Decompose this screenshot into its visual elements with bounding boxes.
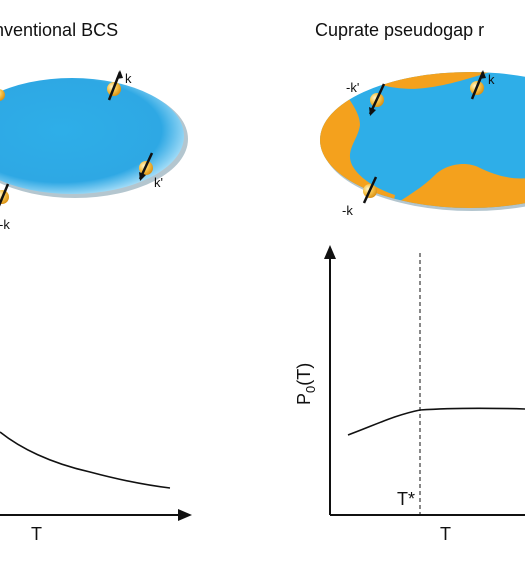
right-electron-minus-k-prime [368, 83, 386, 116]
left-label-k-prime: k' [154, 175, 163, 190]
left-electron-k [107, 70, 123, 101]
right-electron-k [470, 70, 486, 100]
right-y-axis [324, 245, 336, 515]
left-x-axis [0, 509, 192, 521]
svg-text:P0(T): P0(T) [294, 363, 318, 405]
right-label-minus-k-prime: -k' [346, 80, 359, 95]
left-electron-minus-k [0, 183, 10, 207]
left-curve [0, 431, 171, 489]
ylabel-tail: (T) [294, 363, 314, 386]
right-label-minus-k: -k [342, 203, 353, 218]
right-x-label: T [440, 524, 451, 544]
ylabel-sub: 0 [303, 386, 318, 393]
right-electron-minus-k [362, 176, 378, 204]
t-star-label: T* [397, 489, 415, 509]
right-y-label: P0(T) [294, 363, 318, 405]
left-panel-title: nventional BCS [0, 20, 119, 40]
left-x-label: T [31, 524, 42, 544]
right-panel-title: Cuprate pseudogap r [315, 20, 485, 40]
right-curve [347, 407, 525, 436]
left-label-k: k [125, 71, 132, 86]
ylabel-main: P [294, 393, 314, 405]
left-label-minus-k: -k [0, 217, 10, 232]
left-electron-k-prime [138, 152, 154, 181]
right-label-k: k [488, 72, 495, 87]
left-electron-edge [0, 89, 5, 101]
pseudogap-region-bottom [380, 164, 525, 208]
left-fermi-sea [0, 78, 188, 198]
